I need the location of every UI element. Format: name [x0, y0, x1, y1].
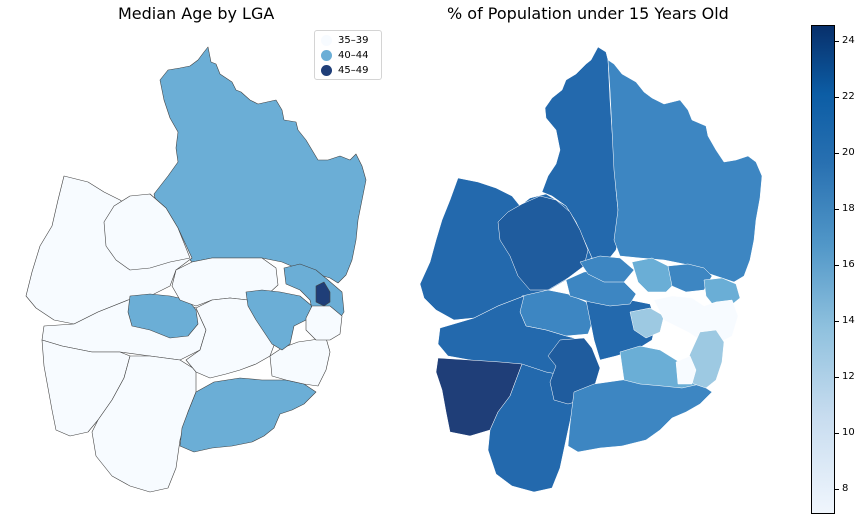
- lga-region: [653, 295, 739, 345]
- colorbar-tick-label: 12: [842, 371, 855, 382]
- lga-region: [567, 377, 713, 453]
- colorbar-tick: [835, 209, 839, 210]
- legend-entry: 35–39: [321, 34, 368, 46]
- legend-marker-icon: [321, 64, 332, 76]
- legend-marker-icon: [321, 34, 332, 46]
- colorbar-tick-label: 24: [842, 35, 855, 46]
- lga-region: [179, 377, 317, 453]
- colorbar-tick: [835, 321, 839, 322]
- colorbar: [811, 25, 835, 514]
- colorbar-tick-label: 8: [842, 483, 849, 494]
- colorbar-tick: [835, 97, 839, 98]
- right-map-title: % of Population under 15 Years Old: [447, 4, 729, 23]
- colorbar-tick: [835, 489, 839, 490]
- lga-region: [269, 337, 331, 387]
- colorbar-tick-label: 18: [842, 203, 855, 214]
- lga-region: [629, 307, 665, 339]
- colorbar-tick: [835, 41, 839, 42]
- lga-region: [579, 255, 635, 283]
- lga-region: [103, 193, 191, 271]
- colorbar-tick: [835, 265, 839, 266]
- lga-region: [153, 46, 367, 284]
- lga-region: [675, 355, 697, 385]
- legend-marker-icon: [321, 49, 332, 61]
- lga-region: [497, 195, 589, 291]
- legend-label: 35–39: [338, 34, 369, 46]
- colorbar-tick-label: 20: [842, 147, 855, 158]
- colorbar-tick-label: 10: [842, 427, 855, 438]
- colorbar-tick-label: 16: [842, 259, 855, 270]
- legend-label: 45–49: [338, 64, 369, 76]
- colorbar-tick-label: 22: [842, 91, 855, 102]
- colorbar-tick: [835, 153, 839, 154]
- lga-region: [631, 257, 677, 293]
- legend-label: 40–44: [338, 49, 369, 61]
- lga-region: [305, 305, 343, 341]
- legend-entry: 45–49: [321, 64, 368, 76]
- lga-region: [315, 281, 331, 307]
- colorbar-tick-label: 14: [842, 315, 855, 326]
- left-map-title: Median Age by LGA: [118, 4, 275, 23]
- colorbar-tick: [835, 377, 839, 378]
- lga-region: [127, 293, 199, 339]
- lga-region: [185, 297, 277, 379]
- lga-region: [703, 277, 741, 307]
- legend-entry: 40–44: [321, 49, 368, 61]
- lga-region: [245, 289, 313, 351]
- lga-region: [607, 59, 763, 283]
- median-age-legend: 35–39 40–44 45–49: [314, 30, 382, 80]
- colorbar-tick: [835, 433, 839, 434]
